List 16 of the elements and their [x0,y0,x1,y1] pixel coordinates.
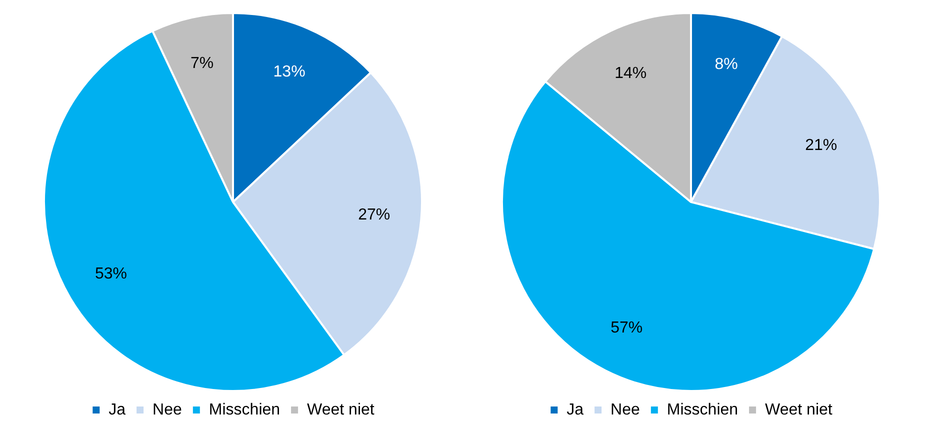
data-label: 14% [614,65,647,82]
legend-label: Weet niet [307,401,375,418]
legend-label: Nee [152,401,182,418]
data-label: 13% [273,63,306,80]
legend-label: Nee [610,401,640,418]
data-label: 8% [714,56,738,74]
data-label: 21% [805,137,838,154]
legend-label: Misschien [666,401,738,418]
data-label: 57% [610,320,643,337]
data-label: 7% [190,55,214,72]
legend-label: Ja [108,401,126,418]
data-label: 27% [358,206,390,224]
legend-label: Weet niet [765,401,833,418]
data-label: 53% [94,266,128,283]
legend-label: Misschien [208,401,280,418]
legend-label: Ja [566,401,584,418]
